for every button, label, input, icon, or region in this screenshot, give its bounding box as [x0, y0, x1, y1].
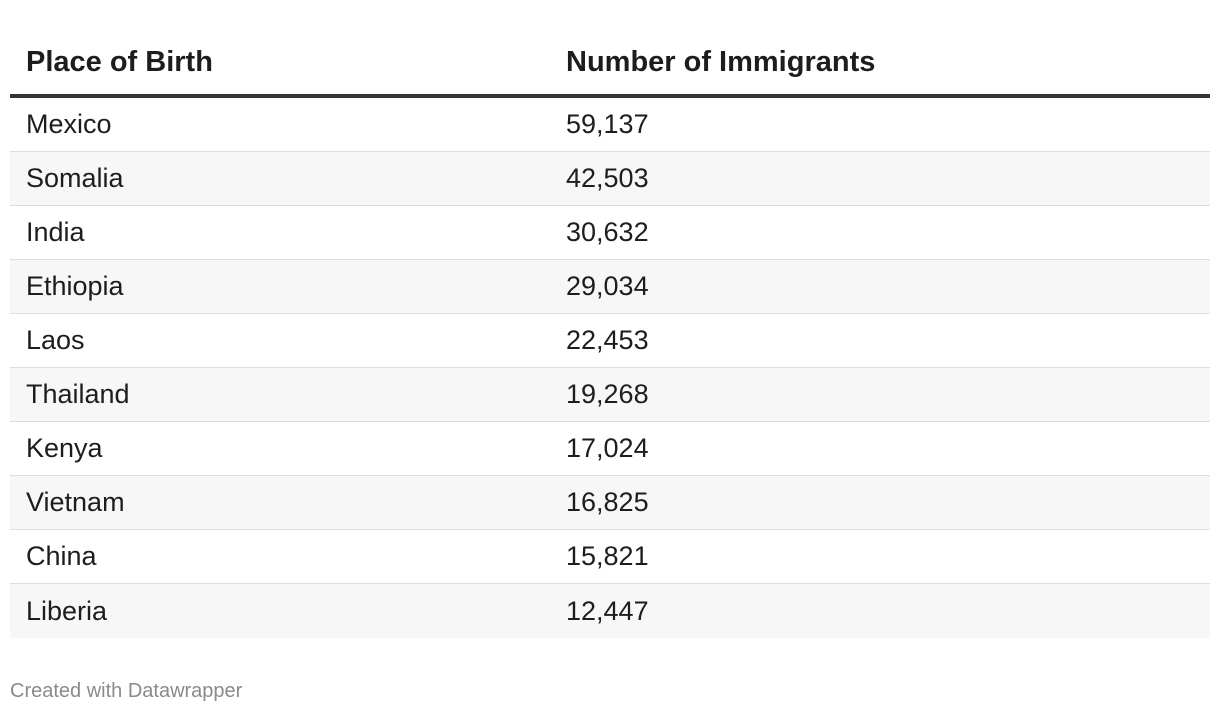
cell-place-of-birth: Liberia [26, 595, 108, 626]
column-header-place-of-birth[interactable]: Place of Birth [26, 45, 213, 78]
table-row: India 30,632 [10, 206, 1210, 260]
table-body: Mexico 59,137 Somalia 42,503 India 30,632 Ethi… [10, 98, 1210, 638]
cell-place-of-birth: Ethiopia [26, 271, 124, 301]
cell-number-of-immigrants: 22,453 [566, 325, 649, 355]
table-row: Mexico 59,137 [10, 98, 1210, 152]
table-row: Laos 22,453 [10, 314, 1210, 368]
cell-place-of-birth: Thailand [26, 379, 130, 409]
cell-number-of-immigrants: 17,024 [566, 433, 649, 463]
cell-number-of-immigrants: 30,632 [566, 217, 649, 247]
cell-place-of-birth: China [26, 541, 97, 571]
cell-place-of-birth: Vietnam [26, 487, 125, 517]
cell-place-of-birth: India [26, 217, 85, 247]
table-row: Ethiopia 29,034 [10, 260, 1210, 314]
cell-place-of-birth: Mexico [26, 109, 112, 139]
table-row: Kenya 17,024 [10, 422, 1210, 476]
cell-number-of-immigrants: 16,825 [566, 487, 649, 517]
data-table: Place of Birth Number of Immigrants Mexi… [10, 30, 1210, 638]
cell-place-of-birth: Somalia [26, 163, 124, 193]
datawrapper-credit: Created with Datawrapper [10, 680, 243, 702]
table-row: Liberia 12,447 [10, 584, 1210, 638]
cell-number-of-immigrants: 19,268 [566, 379, 649, 409]
cell-number-of-immigrants: 15,821 [566, 541, 649, 571]
cell-place-of-birth: Laos [26, 325, 85, 355]
cell-place-of-birth: Kenya [26, 433, 103, 463]
cell-number-of-immigrants: 59,137 [566, 109, 649, 139]
table-row: Thailand 19,268 [10, 368, 1210, 422]
table-row: Somalia 42,503 [10, 152, 1210, 206]
column-header-number-of-immigrants[interactable]: Number of Immigrants [566, 45, 876, 78]
cell-number-of-immigrants: 42,503 [566, 163, 649, 193]
cell-number-of-immigrants: 29,034 [566, 271, 649, 301]
table-row: Vietnam 16,825 [10, 476, 1210, 530]
table-header: Place of Birth Number of Immigrants [10, 30, 1210, 98]
table-row: China 15,821 [10, 530, 1210, 584]
cell-number-of-immigrants: 12,447 [566, 595, 649, 626]
